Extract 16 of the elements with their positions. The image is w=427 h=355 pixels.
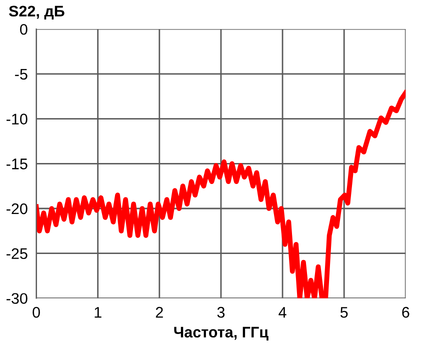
x-tick-label: 5	[340, 307, 348, 318]
x-tick-label: 4	[278, 307, 286, 318]
x-tick-label: 0	[32, 306, 40, 318]
chart-title: S22, дБ	[8, 6, 64, 20]
x-tick-label: 6	[402, 306, 410, 318]
y-tick-label: -5	[15, 68, 28, 80]
x-axis-title: Частота, ГГц	[174, 326, 268, 340]
y-tick-label: -10	[6, 114, 28, 124]
y-tick-label: -20	[6, 203, 28, 214]
y-tick-label: -25	[6, 248, 28, 260]
x-tick-label: 3	[217, 306, 225, 318]
x-tick-label: 1	[94, 307, 102, 318]
y-tick-label: 0	[20, 24, 28, 35]
y-tick-label: -30	[6, 293, 28, 304]
x-tick-label: 2	[156, 306, 163, 318]
y-tick-label: -15	[6, 158, 28, 170]
